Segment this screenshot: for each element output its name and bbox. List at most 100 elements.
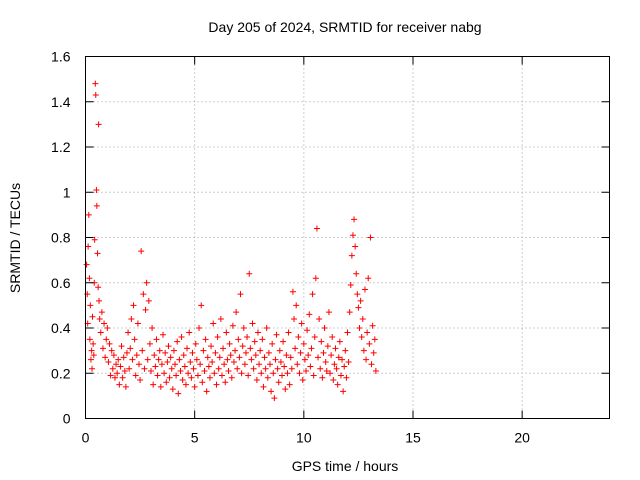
data-point [251, 338, 258, 345]
data-point [357, 297, 364, 304]
y-tick-label: 0.2 [51, 365, 71, 381]
data-point [99, 345, 106, 352]
data-point [263, 325, 270, 331]
y-tick-label: 0.6 [51, 275, 71, 291]
data-point [86, 275, 93, 282]
data-point [327, 370, 334, 377]
data-point [286, 381, 293, 388]
data-point [204, 354, 211, 361]
y-tick-label: 0.8 [51, 230, 71, 246]
data-point [331, 361, 338, 368]
data-point [162, 349, 169, 356]
data-point [244, 334, 251, 341]
data-point [297, 349, 304, 356]
data-point [107, 372, 114, 379]
data-point [307, 363, 314, 370]
data-point [309, 291, 316, 298]
data-point [276, 347, 283, 354]
data-point [213, 381, 220, 388]
data-point [269, 340, 276, 347]
data-point [178, 334, 185, 341]
x-tick-label: 20 [514, 430, 530, 446]
data-point [260, 383, 267, 390]
data-point [129, 356, 136, 363]
x-tick-label: 15 [405, 430, 421, 446]
data-point [87, 356, 94, 363]
data-point [299, 377, 306, 384]
x-tick-label: 0 [82, 430, 90, 446]
data-point [206, 374, 213, 381]
data-point [102, 354, 109, 361]
data-point [339, 356, 346, 363]
data-point [361, 286, 368, 293]
data-point [272, 356, 279, 363]
data-point [261, 354, 268, 361]
data-point [180, 352, 187, 359]
data-point [140, 291, 147, 298]
data-point [133, 352, 140, 359]
data-point [252, 352, 259, 359]
data-point [113, 361, 120, 368]
data-point [128, 315, 135, 322]
data-point [322, 358, 329, 365]
data-point [328, 352, 335, 359]
data-point [181, 363, 188, 370]
data-point [196, 325, 203, 331]
data-point [241, 361, 248, 368]
data-point [199, 379, 206, 386]
data-point [236, 354, 243, 361]
data-point [218, 372, 225, 379]
data-point [153, 336, 160, 343]
data-point [368, 361, 375, 368]
data-point [346, 309, 353, 316]
data-point [232, 347, 239, 354]
data-point [161, 370, 168, 377]
y-tick-label: 1 [63, 184, 71, 200]
data-point [262, 365, 269, 372]
data-point [228, 374, 235, 381]
data-point [364, 329, 371, 336]
data-point [311, 334, 318, 341]
data-point [354, 291, 361, 298]
data-point [367, 234, 374, 241]
data-point [274, 365, 281, 372]
data-point [143, 279, 150, 286]
data-point [138, 248, 145, 255]
data-point [229, 322, 236, 329]
data-point [330, 377, 337, 384]
data-point [258, 370, 265, 377]
data-point [163, 379, 170, 386]
data-point [98, 309, 105, 316]
data-point [264, 374, 271, 381]
data-point [155, 356, 162, 363]
grid-lines [85, 56, 610, 419]
data-point [177, 367, 184, 374]
data-point [242, 349, 249, 356]
data-point [146, 340, 153, 347]
data-point [282, 386, 289, 393]
data-point [211, 370, 218, 377]
data-point [266, 361, 273, 368]
data-point [95, 284, 102, 291]
data-point [234, 365, 241, 372]
data-point [205, 363, 212, 370]
data-point [185, 370, 192, 377]
data-point [88, 347, 95, 354]
data-point [89, 313, 96, 320]
data-point [224, 356, 231, 363]
data-point [142, 306, 149, 313]
data-point [245, 372, 252, 379]
data-point [325, 309, 332, 316]
data-point [319, 374, 326, 381]
data-point [240, 325, 247, 331]
data-point [131, 336, 138, 343]
data-point [104, 325, 111, 331]
data-point [253, 377, 260, 384]
data-point [370, 349, 377, 356]
data-point [198, 302, 205, 309]
data-point [164, 358, 171, 365]
x-tick-label: 5 [191, 430, 199, 446]
data-point [280, 338, 287, 345]
data-point [333, 365, 340, 372]
data-point [246, 270, 253, 277]
